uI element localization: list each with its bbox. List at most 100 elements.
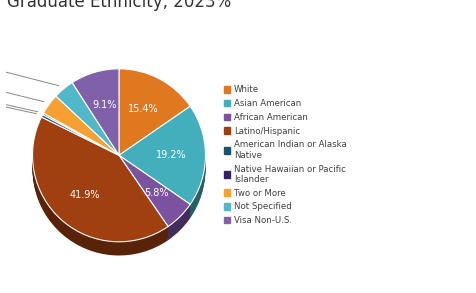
Text: 19.2%: 19.2%: [157, 150, 187, 160]
Wedge shape: [32, 126, 168, 251]
Wedge shape: [43, 118, 119, 160]
Wedge shape: [119, 110, 206, 208]
Wedge shape: [43, 121, 119, 163]
Wedge shape: [119, 79, 190, 166]
Wedge shape: [56, 87, 119, 160]
Wedge shape: [56, 89, 119, 162]
Wedge shape: [32, 130, 168, 254]
Wedge shape: [72, 69, 119, 155]
Text: 0.5%: 0.5%: [0, 98, 37, 114]
Wedge shape: [119, 168, 190, 239]
Wedge shape: [43, 119, 119, 161]
Wedge shape: [56, 92, 119, 164]
Wedge shape: [119, 159, 190, 230]
Wedge shape: [43, 101, 119, 160]
Text: 0.3%: 0.3%: [0, 96, 38, 112]
Text: 41.9%: 41.9%: [69, 190, 100, 200]
Wedge shape: [43, 108, 119, 167]
Wedge shape: [32, 125, 168, 250]
Wedge shape: [32, 131, 168, 255]
Text: 15.4%: 15.4%: [128, 104, 159, 114]
Wedge shape: [43, 115, 119, 158]
Text: 9.1%: 9.1%: [92, 100, 116, 110]
Wedge shape: [119, 83, 190, 169]
Wedge shape: [119, 72, 190, 159]
Wedge shape: [41, 120, 119, 161]
Wedge shape: [43, 127, 119, 169]
Wedge shape: [32, 124, 168, 249]
Wedge shape: [72, 80, 119, 167]
Wedge shape: [119, 163, 190, 234]
Wedge shape: [56, 94, 119, 167]
Wedge shape: [43, 110, 119, 169]
Wedge shape: [119, 73, 190, 160]
Wedge shape: [43, 114, 119, 156]
Wedge shape: [72, 78, 119, 164]
Wedge shape: [41, 127, 119, 168]
Wedge shape: [43, 120, 119, 162]
Wedge shape: [41, 128, 119, 169]
Wedge shape: [119, 69, 190, 155]
Wedge shape: [43, 100, 119, 159]
Wedge shape: [43, 117, 119, 159]
Wedge shape: [119, 71, 190, 158]
Wedge shape: [72, 83, 119, 169]
Wedge shape: [119, 80, 190, 167]
Wedge shape: [41, 122, 119, 163]
Wedge shape: [119, 74, 190, 161]
Wedge shape: [56, 83, 119, 155]
Wedge shape: [43, 123, 119, 166]
Wedge shape: [43, 98, 119, 158]
Wedge shape: [119, 167, 190, 238]
Text: 3.9%: 3.9%: [0, 63, 59, 86]
Wedge shape: [41, 125, 119, 166]
Wedge shape: [41, 115, 119, 155]
Wedge shape: [32, 127, 168, 252]
Wedge shape: [32, 117, 168, 242]
Wedge shape: [32, 118, 168, 243]
Wedge shape: [119, 106, 206, 204]
Wedge shape: [41, 121, 119, 162]
Wedge shape: [119, 115, 206, 214]
Wedge shape: [56, 84, 119, 156]
Wedge shape: [56, 93, 119, 166]
Wedge shape: [119, 78, 190, 164]
Wedge shape: [72, 71, 119, 158]
Wedge shape: [119, 70, 190, 156]
Wedge shape: [72, 81, 119, 168]
Wedge shape: [32, 120, 168, 245]
Title: Graduate Ethnicity, 2023%: Graduate Ethnicity, 2023%: [7, 0, 231, 11]
Text: 5.8%: 5.8%: [144, 188, 169, 197]
Wedge shape: [119, 164, 190, 236]
Wedge shape: [119, 111, 206, 209]
Wedge shape: [119, 81, 190, 168]
Wedge shape: [56, 96, 119, 169]
Wedge shape: [43, 106, 119, 166]
Wedge shape: [41, 118, 119, 159]
Wedge shape: [56, 91, 119, 163]
Wedge shape: [56, 88, 119, 161]
Wedge shape: [119, 119, 206, 217]
Wedge shape: [56, 85, 119, 158]
Wedge shape: [119, 114, 206, 212]
Wedge shape: [119, 161, 190, 232]
Wedge shape: [43, 126, 119, 168]
Wedge shape: [43, 125, 119, 167]
Wedge shape: [43, 122, 119, 164]
Wedge shape: [119, 158, 190, 229]
Wedge shape: [119, 120, 206, 218]
Wedge shape: [43, 113, 119, 155]
Wedge shape: [72, 76, 119, 162]
Wedge shape: [119, 118, 206, 216]
Wedge shape: [41, 119, 119, 160]
Wedge shape: [72, 77, 119, 163]
Wedge shape: [72, 74, 119, 161]
Wedge shape: [41, 117, 119, 158]
Wedge shape: [119, 76, 190, 162]
Wedge shape: [119, 108, 206, 207]
Wedge shape: [32, 128, 168, 253]
Wedge shape: [72, 79, 119, 166]
Wedge shape: [43, 97, 119, 156]
Wedge shape: [119, 166, 190, 237]
Wedge shape: [119, 162, 190, 234]
